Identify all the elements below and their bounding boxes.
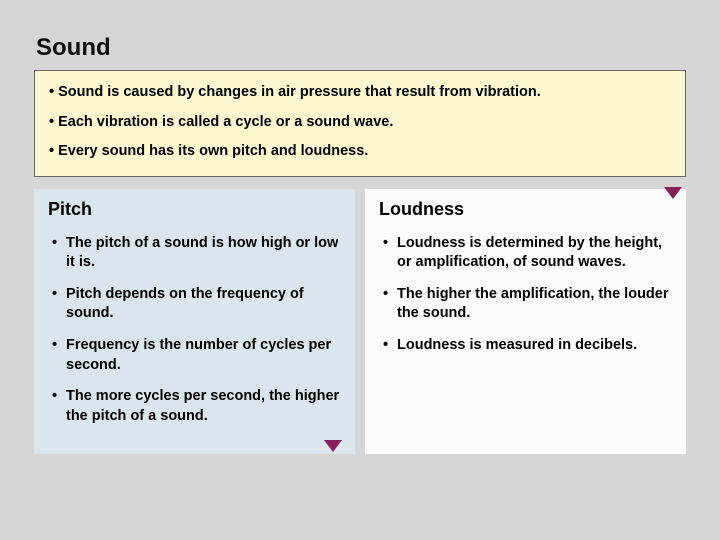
- loudness-title: Loudness: [379, 199, 672, 220]
- pitch-title: Pitch: [48, 199, 341, 220]
- list-item: The more cycles per second, the higher t…: [48, 387, 341, 426]
- intro-bullet: • Sound is caused by changes in air pres…: [49, 83, 671, 103]
- intro-box: • Sound is caused by changes in air pres…: [34, 70, 686, 177]
- columns-container: Pitch The pitch of a sound is how high o…: [34, 189, 686, 455]
- list-item: The pitch of a sound is how high or low …: [48, 234, 341, 273]
- loudness-column: Loudness Loudness is determined by the h…: [365, 189, 686, 455]
- triangle-down-icon: [324, 440, 342, 452]
- list-item: Loudness is measured in decibels.: [379, 336, 672, 356]
- list-item: Pitch depends on the frequency of sound.: [48, 285, 341, 324]
- intro-bullet-text: Sound is caused by changes in air pressu…: [58, 84, 541, 100]
- loudness-list: Loudness is determined by the height, or…: [379, 234, 672, 356]
- list-item: Frequency is the number of cycles per se…: [48, 336, 341, 375]
- intro-bullet-text: Each vibration is called a cycle or a so…: [58, 114, 393, 130]
- intro-bullet: • Every sound has its own pitch and loud…: [49, 142, 671, 162]
- list-item: The higher the amplification, the louder…: [379, 285, 672, 324]
- pitch-list: The pitch of a sound is how high or low …: [48, 234, 341, 427]
- intro-bullet-text: Every sound has its own pitch and loudne…: [58, 143, 368, 159]
- intro-bullet: • Each vibration is called a cycle or a …: [49, 113, 671, 133]
- page-title: Sound: [34, 34, 686, 62]
- triangle-down-icon: [664, 187, 682, 199]
- list-item: Loudness is determined by the height, or…: [379, 234, 672, 273]
- pitch-column: Pitch The pitch of a sound is how high o…: [34, 189, 355, 455]
